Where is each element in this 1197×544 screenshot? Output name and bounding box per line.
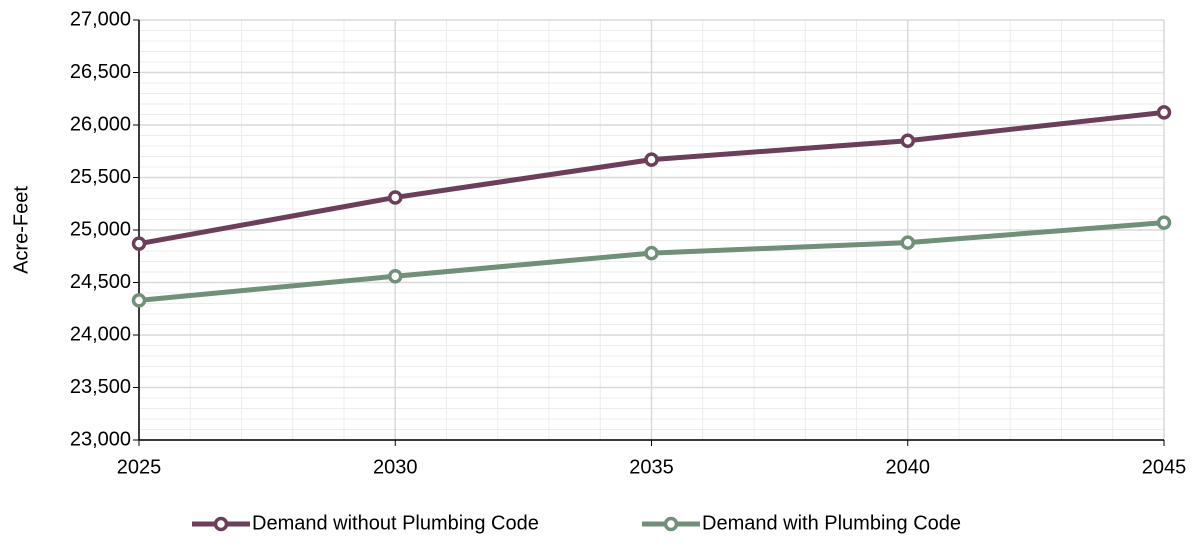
y-tick-label: 26,500 (70, 61, 131, 83)
y-tick-label: 26,000 (70, 113, 131, 135)
x-tick-label: 2030 (373, 456, 418, 478)
data-point (1156, 215, 1172, 230)
data-point (900, 133, 915, 148)
legend-label: Demand without Plumbing Code (252, 512, 539, 534)
y-tick-label: 27,000 (70, 8, 131, 30)
y-tick-label: 23,500 (70, 376, 131, 398)
data-point (644, 152, 659, 167)
data-point (131, 293, 147, 308)
y-tick-label: 24,000 (70, 323, 131, 345)
data-point (644, 245, 659, 261)
x-tick-label: 2025 (117, 456, 162, 478)
data-point (900, 235, 915, 250)
y-axis-label: Acre-Feet (10, 186, 32, 274)
y-tick-label: 24,500 (70, 271, 131, 293)
legend-marker (663, 516, 679, 532)
data-point (388, 190, 403, 205)
y-tick-label: 25,500 (70, 166, 131, 188)
y-tick-label: 25,000 (70, 218, 131, 240)
x-tick-label: 2035 (629, 456, 674, 478)
x-tick-label: 2040 (886, 456, 931, 478)
data-point (1156, 105, 1172, 120)
legend-marker (213, 516, 229, 532)
legend-label: Demand with Plumbing Code (702, 512, 961, 534)
y-tick-label: 23,000 (70, 428, 131, 450)
data-point (131, 236, 147, 251)
data-point (388, 268, 403, 284)
x-tick-label: 2045 (1142, 456, 1187, 478)
